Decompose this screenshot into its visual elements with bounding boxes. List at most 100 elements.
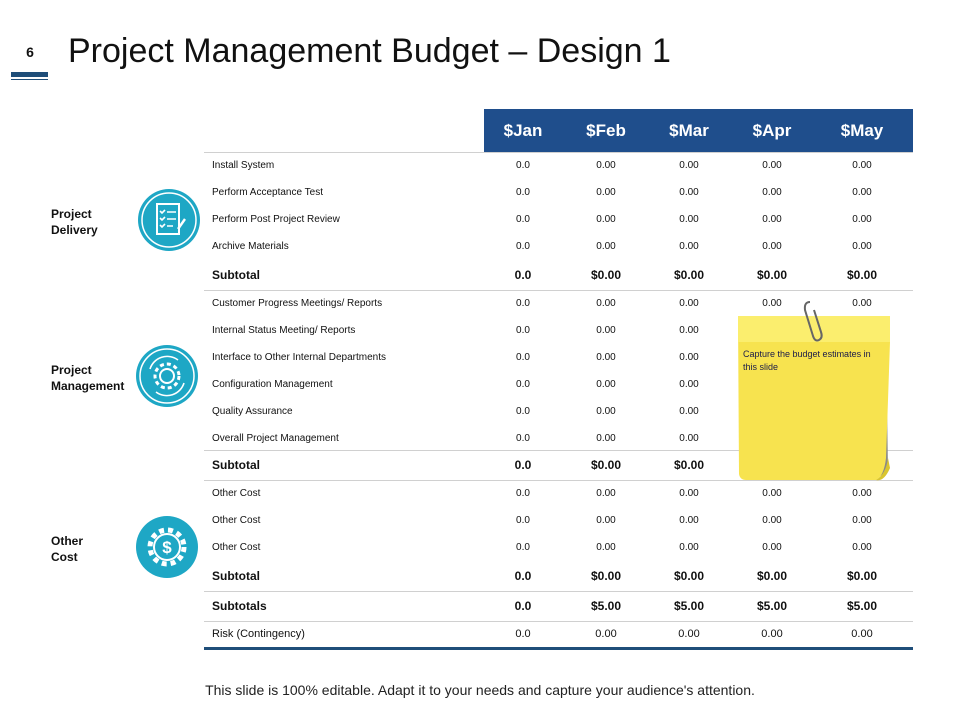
table-row: Archive Materials 0.0 0.00 0.00 0.00 0.00 <box>204 233 913 260</box>
row-label: Internal Status Meeting/ Reports <box>212 325 356 336</box>
cell-jan: 0.0 <box>516 515 530 526</box>
cell-mar: 0.00 <box>679 241 699 252</box>
cell-jan: 0.0 <box>514 599 532 613</box>
cell-jan: 0.0 <box>516 488 530 499</box>
cell-jan: 0.0 <box>514 569 532 583</box>
month-header-jan: $Jan <box>503 121 543 140</box>
cell-mar: $0.00 <box>673 268 705 282</box>
row-divider <box>204 480 913 481</box>
cell-mar: 0.00 <box>679 542 699 553</box>
cell-mar: 0.00 <box>679 298 699 309</box>
cell-may: $5.00 <box>846 599 878 613</box>
cell-apr: 0.00 <box>762 542 782 553</box>
cell-mar: 0.00 <box>679 325 699 336</box>
cell-apr: 0.00 <box>761 628 783 640</box>
cell-may: 0.00 <box>852 214 872 225</box>
table-row: Internal Status Meeting/ Reports 0.0 0.00 0… <box>204 317 913 344</box>
cell-feb: 0.00 <box>596 352 616 363</box>
table-row: Interface to Other Internal Departments 0… <box>204 344 913 371</box>
cell-feb: 0.00 <box>596 298 616 309</box>
cell-jan: 0.0 <box>516 160 530 171</box>
cell-may: $0.00 <box>846 569 878 583</box>
row-divider <box>204 591 913 592</box>
row-divider <box>204 152 913 153</box>
cell-apr: 0.00 <box>762 515 782 526</box>
cell-mar: $0.00 <box>673 569 705 583</box>
cell-feb: 0.00 <box>596 241 616 252</box>
cell-jan: 0.0 <box>516 325 530 336</box>
cell-feb: 0.00 <box>596 160 616 171</box>
cell-may: 0.00 <box>852 241 872 252</box>
row-label: Quality Assurance <box>212 406 293 417</box>
cell-feb: 0.00 <box>596 488 616 499</box>
slide-number: 6 <box>26 44 34 60</box>
subtotal-row: Subtotal 0.0 $0.00 $0.00 <box>204 450 913 480</box>
row-label: Other Cost <box>212 515 261 526</box>
table-row: Perform Acceptance Test 0.0 0.00 0.00 0.00 0.… <box>204 179 913 206</box>
page-title: Project Management Budget – Design 1 <box>68 32 671 70</box>
row-label: Subtotals <box>212 599 267 613</box>
sticky-note-text: Capture the budget estimates in this sli… <box>743 349 871 372</box>
cell-mar: 0.00 <box>679 406 699 417</box>
cell-jan: 0.0 <box>516 542 530 553</box>
row-label: Perform Post Project Review <box>212 214 340 225</box>
cell-mar: $5.00 <box>673 599 705 613</box>
cell-jan: 0.0 <box>516 241 530 252</box>
cell-may: 0.00 <box>852 488 872 499</box>
category-label-line1: Project <box>51 207 92 221</box>
cell-feb: $0.00 <box>590 268 622 282</box>
month-header-may: $May <box>840 121 884 140</box>
row-label: Other Cost <box>212 488 261 499</box>
row-label: Configuration Management <box>212 379 333 390</box>
category-label-line1: Project <box>51 363 92 377</box>
cell-feb: $5.00 <box>590 599 622 613</box>
cell-apr: $0.00 <box>756 569 788 583</box>
table-bottom-rule <box>204 647 913 650</box>
table-row: Overall Project Management 0.0 0.00 0.00 <box>204 425 913 452</box>
row-label: Risk (Contingency) <box>212 628 305 640</box>
cell-mar: $0.00 <box>673 458 705 472</box>
cell-jan: 0.0 <box>516 352 530 363</box>
cell-jan: 0.0 <box>514 458 532 472</box>
month-header-band <box>484 109 913 152</box>
cell-apr: 0.00 <box>762 214 782 225</box>
month-header-mar: $Mar <box>669 121 709 140</box>
cell-may: 0.00 <box>852 298 872 309</box>
category-label-project-delivery: Project Delivery <box>51 206 98 238</box>
table-row: Other Cost 0.0 0.00 0.00 0.00 0.00 <box>204 507 913 534</box>
table-row: Quality Assurance 0.0 0.00 0.00 <box>204 398 913 425</box>
cell-mar: 0.00 <box>679 160 699 171</box>
cell-mar: 0.00 <box>679 214 699 225</box>
cell-apr: 0.00 <box>762 488 782 499</box>
cell-feb: 0.00 <box>596 187 616 198</box>
cell-may: $0.00 <box>846 268 878 282</box>
category-label-line2: Delivery <box>51 223 98 237</box>
row-label: Archive Materials <box>212 241 289 252</box>
row-label: Customer Progress Meetings/ Reports <box>212 298 383 309</box>
cell-jan: 0.0 <box>516 298 530 309</box>
row-label: Install System <box>212 160 275 171</box>
cell-feb: 0.00 <box>596 214 616 225</box>
row-label: Other Cost <box>212 542 261 553</box>
cell-jan: 0.0 <box>516 406 530 417</box>
cell-apr: 0.00 <box>762 160 782 171</box>
table-row: Configuration Management 0.0 0.00 0.00 <box>204 371 913 398</box>
category-label-line2: Cost <box>51 550 78 564</box>
cell-jan: 0.0 <box>514 268 532 282</box>
cell-feb: 0.00 <box>596 379 616 390</box>
category-label-project-management: Project Management <box>51 362 124 394</box>
cell-apr: $5.00 <box>756 599 788 613</box>
cell-may: 0.00 <box>852 187 872 198</box>
subtotal-row: Subtotal 0.0 $0.00 $0.00 $0.00 $0.00 <box>204 561 913 591</box>
cell-mar: 0.00 <box>679 488 699 499</box>
cell-jan: 0.0 <box>516 214 530 225</box>
cell-apr: 0.00 <box>762 187 782 198</box>
cell-apr: $0.00 <box>756 268 788 282</box>
row-divider <box>204 290 913 291</box>
cell-feb: 0.00 <box>596 406 616 417</box>
sticky-note-shape <box>738 301 890 481</box>
cell-mar: 0.00 <box>679 515 699 526</box>
cell-jan: 0.0 <box>516 433 530 444</box>
cell-apr: 0.00 <box>762 298 782 309</box>
month-header-feb: $Feb <box>586 121 626 140</box>
